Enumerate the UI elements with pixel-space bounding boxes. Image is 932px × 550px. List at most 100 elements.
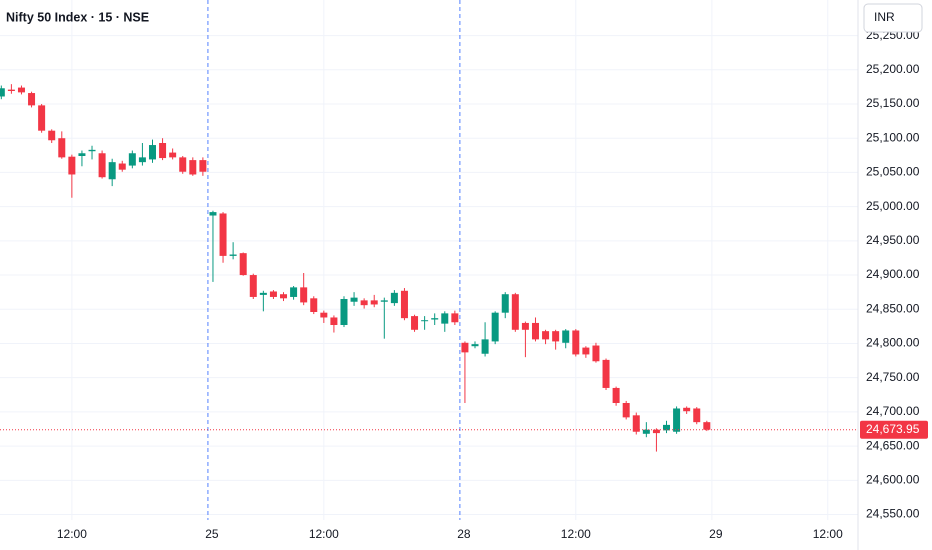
candle-body: [209, 212, 217, 216]
candle-body: [491, 312, 499, 342]
candle-body: [199, 160, 207, 172]
y-tick-label: 24,750.00: [866, 370, 920, 384]
candle-body: [652, 429, 660, 434]
y-tick-label: 25,150.00: [866, 96, 920, 110]
candle-body: [632, 415, 640, 432]
candle-body: [441, 313, 449, 324]
candle-body: [98, 153, 106, 178]
candle-body: [219, 213, 227, 256]
candle-body: [380, 300, 388, 302]
x-tick-label: 29: [709, 527, 723, 541]
candle-body: [169, 152, 177, 158]
candle-body: [239, 253, 247, 276]
candle-body: [663, 424, 671, 431]
candle-body: [542, 331, 550, 340]
candle-body: [148, 145, 156, 160]
candle-body: [58, 138, 66, 158]
candle-body: [330, 317, 338, 325]
candle-body: [340, 299, 348, 325]
candle-body: [7, 89, 15, 91]
candle-body: [249, 275, 257, 297]
y-tick-label: 25,050.00: [866, 165, 920, 179]
candle-body: [350, 297, 358, 302]
candle-body: [562, 330, 570, 343]
candle-body: [511, 294, 519, 330]
candle-body: [138, 157, 146, 163]
candle-body: [310, 298, 318, 312]
candle-body: [461, 342, 469, 353]
candle-body: [48, 130, 56, 141]
candle-body: [88, 149, 96, 152]
currency-button[interactable]: [863, 3, 923, 33]
y-tick-label: 24,550.00: [866, 507, 920, 521]
candle-body: [431, 318, 439, 320]
candle-body: [179, 157, 187, 172]
candle-body: [622, 403, 630, 418]
candle-body: [481, 339, 489, 354]
candle-body: [693, 408, 701, 423]
candle-body: [290, 287, 298, 297]
candle-body: [531, 322, 539, 340]
candle-body: [128, 153, 136, 166]
candle-body: [642, 429, 650, 434]
candle-body: [521, 322, 529, 330]
candle-body: [28, 93, 36, 106]
candle-body: [703, 422, 711, 430]
candles: [0, 84, 711, 452]
y-tick-label: 24,850.00: [866, 301, 920, 315]
candle-body: [400, 290, 408, 319]
candle-body: [0, 88, 5, 97]
x-tick-label: 28: [457, 527, 471, 541]
candle-body: [320, 312, 328, 318]
candle-body: [592, 345, 600, 362]
candle-body: [582, 347, 590, 355]
candle-body: [17, 87, 25, 93]
candle-body: [189, 160, 197, 175]
x-tick-label: 12:00: [813, 527, 843, 541]
y-tick-label: 24,800.00: [866, 336, 920, 350]
candle-body: [602, 359, 610, 388]
candle-body: [229, 254, 237, 256]
candle-body: [108, 162, 116, 180]
candle-body: [370, 300, 378, 305]
y-tick-label: 24,700.00: [866, 404, 920, 418]
x-tick-label: 12:00: [309, 527, 339, 541]
candle-body: [451, 313, 459, 323]
x-tick-label: 12:00: [561, 527, 591, 541]
y-tick-label: 25,200.00: [866, 62, 920, 76]
candle-body: [259, 292, 267, 295]
y-tick-label: 25,000.00: [866, 199, 920, 213]
candle-body: [38, 105, 46, 131]
candle-body: [572, 330, 580, 355]
candle-body: [471, 344, 479, 347]
candle-body: [159, 143, 167, 159]
price-axis-panel: [858, 0, 932, 550]
candle-body: [612, 387, 620, 403]
y-tick-label: 24,650.00: [866, 438, 920, 452]
candle-body: [411, 316, 419, 330]
y-tick-label: 24,900.00: [866, 267, 920, 281]
last-price-box: [860, 420, 928, 439]
candle-body: [118, 163, 126, 170]
chart-title: Nifty 50 Index · 15 · NSE: [6, 10, 149, 24]
candle-body: [269, 291, 277, 297]
candle-body: [683, 407, 691, 412]
candle-body: [78, 153, 86, 156]
candle-body: [673, 408, 681, 432]
candle-body: [300, 287, 308, 303]
x-tick-label: 12:00: [57, 527, 87, 541]
currency-label[interactable]: INR: [874, 10, 895, 24]
x-tick-label: 25: [205, 527, 219, 541]
candle-body: [421, 320, 429, 322]
axes: 24,550.00 24,600.00 24,650.00 24,700.00 24,7…: [57, 0, 928, 550]
candle-body: [501, 294, 509, 313]
y-tick-label: 24,600.00: [866, 472, 920, 486]
candle-body: [280, 294, 288, 299]
y-tick-label: 24,950.00: [866, 233, 920, 247]
candle-body: [360, 300, 368, 306]
y-tick-label: 25,100.00: [866, 130, 920, 144]
candle-body: [68, 156, 76, 175]
candle-body: [390, 292, 398, 304]
